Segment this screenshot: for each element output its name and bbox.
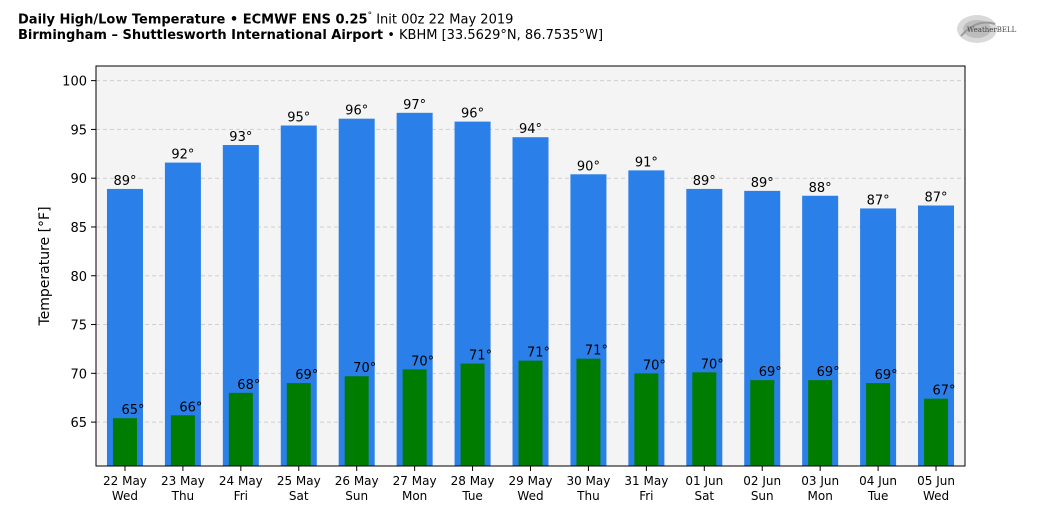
header-station: • KBHM [33.5629°N, 86.7535°W] (383, 28, 604, 44)
logo-text: WeatherBELL (967, 26, 1017, 34)
high-bar-label: 89° (113, 174, 136, 189)
x-tick-label-date: 31 May (624, 474, 668, 488)
header-line-1: Daily High/Low Temperature • ECMWF ENS 0… (18, 8, 603, 28)
weatherbell-logo-icon: WeatherBELL (957, 15, 1017, 43)
x-tick-label-day: Sun (345, 489, 368, 503)
x-tick-label-date: 02 Jun (743, 474, 781, 488)
low-bar-label: 67° (933, 384, 956, 399)
x-tick-label-day: Wed (112, 489, 138, 503)
x-tick-label-date: 01 Jun (685, 474, 723, 488)
low-bar (170, 415, 195, 466)
low-bar-label: 70° (701, 357, 724, 372)
low-bar (576, 358, 601, 466)
low-bar (344, 376, 369, 466)
high-bar-label: 96° (345, 104, 368, 119)
high-bar-label: 95° (287, 111, 310, 126)
x-tick-label-day: Wed (517, 489, 543, 503)
x-tick-label-day: Sat (694, 489, 714, 503)
y-tick-label: 90 (70, 172, 87, 187)
high-bar-label: 89° (751, 176, 774, 191)
high-bar-label: 87° (867, 193, 890, 208)
chart-header: Daily High/Low Temperature • ECMWF ENS 0… (18, 8, 603, 44)
low-bar-label: 70° (353, 361, 376, 376)
x-tick-label-day: Thu (171, 489, 195, 503)
low-bar-label: 69° (295, 368, 318, 383)
x-tick-label-date: 27 May (393, 474, 437, 488)
x-tick-label-date: 28 May (451, 474, 495, 488)
x-tick-label-day: Tue (461, 489, 483, 503)
high-bar-label: 90° (577, 159, 600, 174)
header-location: Birmingham – Shuttlesworth International… (18, 28, 384, 44)
high-bar-label: 88° (809, 181, 832, 196)
low-bar-label: 66° (179, 400, 202, 415)
low-bar-label: 71° (469, 349, 492, 364)
low-bar-label: 69° (817, 365, 840, 380)
low-bars (112, 358, 949, 466)
low-bar-label: 70° (411, 354, 434, 369)
x-tick-label-date: 29 May (509, 474, 553, 488)
header-degree-mark: ° (367, 11, 373, 21)
low-bar (924, 398, 949, 466)
x-tick-label-day: Fri (234, 489, 248, 503)
x-tick-label-day: Tue (867, 489, 889, 503)
y-tick-label: 85 (70, 221, 87, 236)
high-bar-label: 87° (925, 191, 948, 206)
low-bar-label: 68° (237, 378, 260, 393)
low-bar-label: 69° (875, 368, 898, 383)
y-axis: 65 70 75 80 85 90 95 100 (62, 75, 96, 431)
header-title: Daily High/Low Temperature • ECMWF ENS 0… (18, 12, 368, 28)
x-tick-label-day: Fri (639, 489, 653, 503)
x-tick-label-date: 03 Jun (801, 474, 839, 488)
low-bar (402, 369, 427, 466)
x-tick-label-day: Sat (289, 489, 309, 503)
data-labels: 89° 65° 92° 66° 93° 68° 95° 69° 96° 70° 97° 70° 96° 7… (113, 98, 955, 418)
y-axis-title: Temperature [°F] (37, 206, 53, 326)
high-bar-label: 89° (693, 174, 716, 189)
high-bar-label: 92° (171, 148, 194, 163)
x-tick-label-day: Mon (402, 489, 427, 503)
low-bar (750, 380, 775, 466)
high-bar-label: 97° (403, 98, 426, 113)
y-tick-label: 75 (70, 319, 87, 334)
y-tick-label: 100 (62, 75, 87, 90)
low-bar-label: 71° (527, 346, 550, 361)
x-tick-label-day: Mon (808, 489, 833, 503)
low-bar (228, 392, 253, 466)
low-bar (460, 363, 485, 466)
low-bar (634, 373, 659, 466)
high-bar-label: 94° (519, 122, 542, 137)
header-init-time: Init 00z 22 May 2019 (372, 12, 514, 28)
x-tick-label-date: 25 May (277, 474, 321, 488)
low-bar-label: 65° (121, 403, 144, 418)
low-bar-label: 71° (585, 344, 608, 359)
x-tick-label-date: 24 May (219, 474, 263, 488)
high-bar-label: 93° (229, 130, 252, 145)
low-bar (808, 380, 833, 466)
header-line-2: Birmingham – Shuttlesworth International… (18, 28, 603, 44)
low-bar (866, 383, 891, 466)
low-bar (692, 372, 717, 466)
x-tick-label-day: Sun (751, 489, 774, 503)
y-tick-label: 65 (70, 416, 87, 431)
low-bar-label: 70° (643, 358, 666, 373)
low-bar (518, 360, 543, 466)
x-tick-label-day: Wed (923, 489, 949, 503)
x-tick-label-date: 26 May (335, 474, 379, 488)
x-tick-label-date: 05 Jun (917, 474, 955, 488)
x-tick-label-date: 30 May (566, 474, 610, 488)
low-bar-label: 69° (759, 365, 782, 380)
y-tick-label: 95 (70, 123, 87, 138)
y-tick-label: 70 (70, 367, 87, 382)
x-tick-label-date: 23 May (161, 474, 205, 488)
low-bar (286, 383, 311, 466)
high-bar-label: 96° (461, 107, 484, 122)
x-tick-label-day: Thu (576, 489, 600, 503)
high-bar-label: 91° (635, 155, 658, 170)
x-tick-label-date: 22 May (103, 474, 147, 488)
y-tick-label: 80 (70, 270, 87, 285)
x-tick-label-date: 04 Jun (859, 474, 897, 488)
low-bar (112, 418, 137, 466)
